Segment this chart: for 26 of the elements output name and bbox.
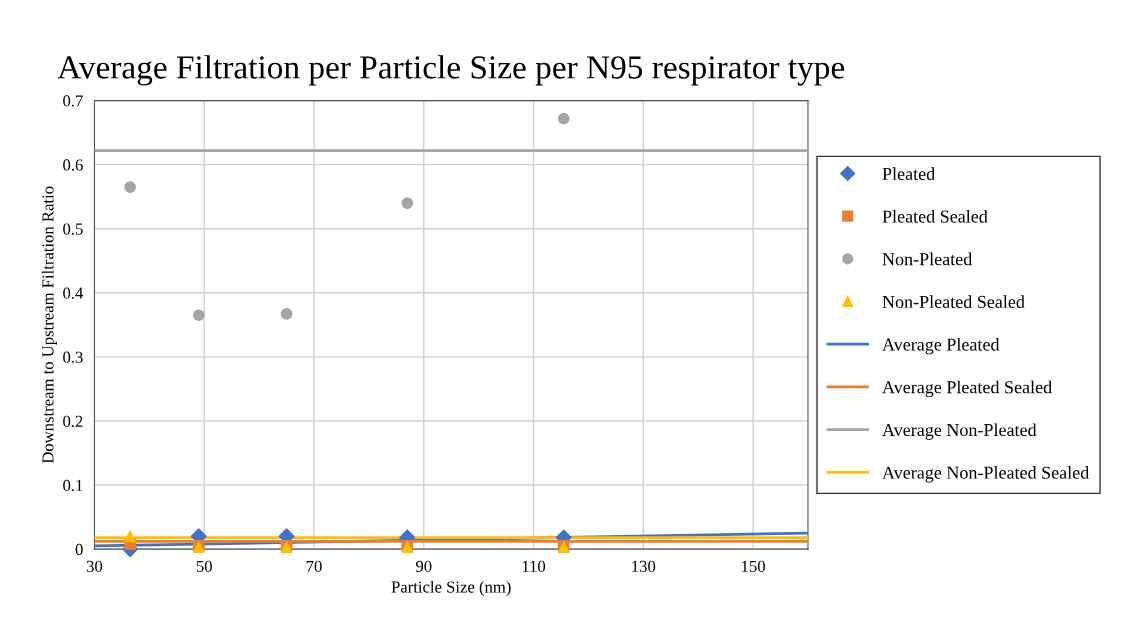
legend-label: Pleated (882, 167, 935, 180)
y-axis-title: Downstream to Upstream Filtration Ratio (41, 186, 57, 464)
y-tick-label: 0.6 (63, 159, 83, 171)
legend-label: Average Pleated (882, 337, 1000, 355)
y-tick-label: 0.4 (63, 287, 84, 299)
x-tick-label: 50 (196, 560, 212, 572)
y-tick-label: 0.1 (63, 479, 83, 492)
y-tick-label: 0 (75, 543, 83, 556)
x-tick-label: 110 (522, 560, 546, 572)
x-axis-title: Particle Size (nm) (391, 580, 511, 597)
legend-label: Average Non-Pleated Sealed (882, 466, 1090, 483)
y-tick-label: 0.5 (63, 223, 83, 235)
x-tick-label: 150 (742, 560, 765, 572)
chart-title: Average Filtration per Particle Size per N95 respirator type (57, 55, 845, 86)
y-tick-label: 0.3 (63, 351, 83, 363)
legend-label: Non-Pleated (882, 252, 973, 266)
y-tick-label: 0.2 (63, 415, 83, 427)
x-tick-label: 90 (415, 560, 432, 572)
legend-label: Average Pleated Sealed (882, 380, 1052, 398)
legend-label: Non-Pleated Sealed (882, 295, 1025, 308)
legend-label: Pleated Sealed (882, 209, 988, 223)
x-tick-label: 130 (632, 560, 656, 572)
y-tick-label: 0.7 (63, 95, 83, 107)
x-tick-label: 30 (86, 560, 103, 572)
legend-label: Average Non-Pleated (882, 423, 1037, 440)
x-tick-label: 70 (306, 560, 322, 572)
